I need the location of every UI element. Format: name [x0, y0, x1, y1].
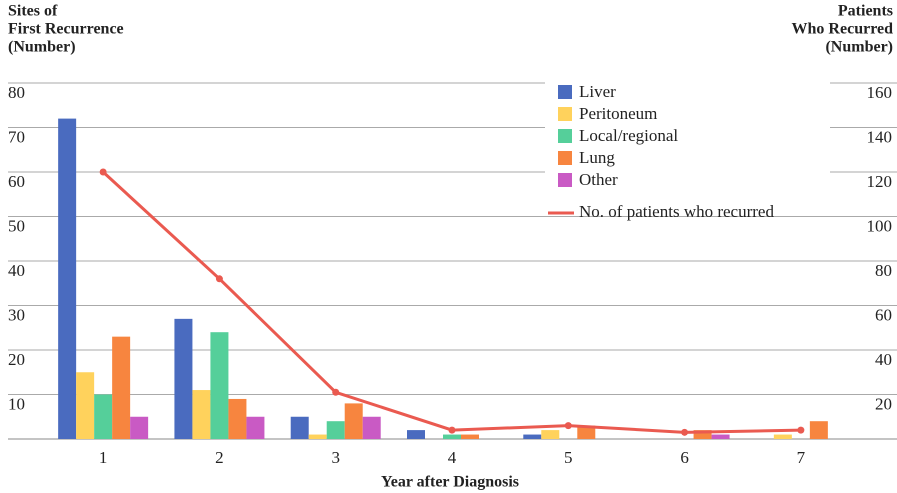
legend-label: Liver: [579, 82, 616, 101]
bar: [326, 421, 345, 439]
y2-tick-label: 140: [867, 127, 893, 146]
bar: [693, 430, 712, 439]
y2-tick-label: 120: [867, 172, 893, 191]
y-tick-label: 40: [8, 261, 25, 280]
y2-tick-label: 80: [875, 261, 892, 280]
legend-swatch: [558, 173, 572, 187]
y-tick-label: 60: [8, 172, 25, 191]
x-tick-label: 5: [564, 448, 573, 467]
bar: [461, 434, 479, 439]
x-tick-label: 6: [680, 448, 689, 467]
bar: [308, 434, 327, 439]
legend-swatch: [558, 85, 572, 99]
y-tick-label: 50: [8, 216, 25, 235]
legend-label: Local/regional: [579, 126, 678, 145]
y-tick-label: 70: [8, 127, 25, 146]
x-tick-label: 7: [797, 448, 806, 467]
y2-tick-label: 100: [867, 216, 893, 235]
bar: [94, 394, 113, 439]
bar: [407, 430, 425, 439]
legend-bg: [545, 82, 830, 212]
bar: [130, 416, 149, 439]
bar: [192, 390, 211, 439]
bar: [773, 434, 792, 439]
legend-swatch: [558, 151, 572, 165]
bar: [344, 403, 363, 439]
line-point: [99, 168, 107, 176]
y2-tick-label: 160: [867, 83, 893, 102]
x-tick-label: 4: [448, 448, 457, 467]
legend-swatch: [558, 129, 572, 143]
line-point: [564, 422, 572, 430]
bar: [711, 434, 730, 439]
bar: [210, 332, 229, 439]
x-tick-label: 1: [99, 448, 108, 467]
bar: [577, 425, 596, 439]
bar: [174, 318, 193, 439]
line-point: [448, 426, 456, 434]
bar: [443, 434, 461, 439]
y-tick-label: 20: [8, 350, 25, 369]
legend-swatch: [558, 107, 572, 121]
legend-label: Other: [579, 170, 618, 189]
y-axis-title: (Number): [8, 39, 76, 56]
y2-axis-title: (Number): [825, 39, 893, 56]
bar: [246, 416, 265, 439]
y2-tick-label: 20: [875, 394, 892, 413]
line-point: [215, 275, 223, 283]
legend-label: No. of patients who recurred: [579, 202, 774, 221]
legend-label: Lung: [579, 148, 615, 167]
bar: [523, 434, 542, 439]
y2-axis-title: Who Recurred: [792, 21, 894, 38]
bar: [76, 372, 95, 439]
y-axis-title: First Recurrence: [8, 21, 124, 38]
y-tick-label: 30: [8, 305, 25, 324]
bar: [541, 430, 560, 439]
y-tick-label: 10: [8, 394, 25, 413]
bar: [112, 336, 131, 439]
x-axis-title: Year after Diagnosis: [381, 474, 519, 491]
line-point: [681, 428, 689, 436]
y2-tick-label: 60: [875, 305, 892, 324]
bar: [58, 118, 77, 439]
line-point: [797, 426, 805, 434]
bar: [228, 398, 247, 439]
bar: [290, 416, 309, 439]
bar: [809, 421, 828, 439]
y2-axis-title: Patients: [838, 3, 893, 20]
legend-label: Peritoneum: [579, 104, 657, 123]
x-tick-label: 3: [331, 448, 340, 467]
y2-tick-label: 40: [875, 350, 892, 369]
line-point: [332, 388, 340, 396]
y-axis-title: Sites of: [8, 3, 58, 20]
x-tick-label: 2: [215, 448, 224, 467]
bar: [362, 416, 381, 439]
y-tick-label: 80: [8, 83, 25, 102]
